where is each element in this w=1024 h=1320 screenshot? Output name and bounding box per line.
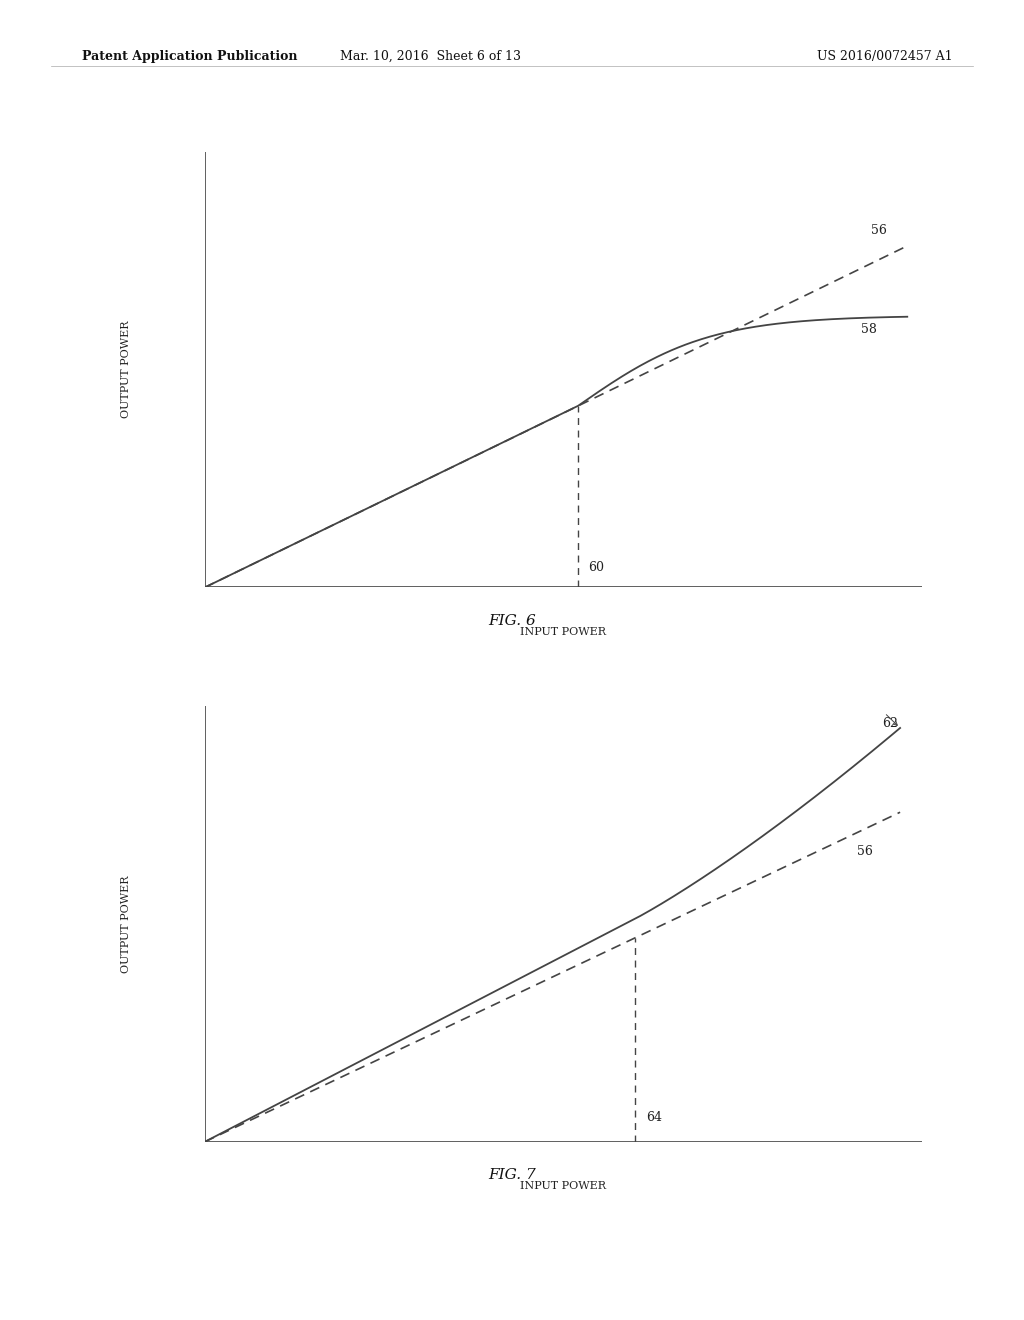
Text: 64: 64 (646, 1111, 662, 1125)
Text: 62: 62 (882, 717, 898, 730)
Text: OUTPUT POWER: OUTPUT POWER (121, 875, 131, 973)
Text: 58: 58 (860, 323, 877, 337)
Text: 56: 56 (871, 224, 888, 238)
Text: INPUT POWER: INPUT POWER (520, 627, 606, 636)
Text: INPUT POWER: INPUT POWER (520, 1181, 606, 1191)
Text: Mar. 10, 2016  Sheet 6 of 13: Mar. 10, 2016 Sheet 6 of 13 (340, 50, 520, 63)
Text: US 2016/0072457 A1: US 2016/0072457 A1 (817, 50, 952, 63)
Text: OUTPUT POWER: OUTPUT POWER (121, 321, 131, 418)
Text: FIG. 6: FIG. 6 (488, 614, 536, 628)
Text: FIG. 7: FIG. 7 (488, 1168, 536, 1183)
Text: Patent Application Publication: Patent Application Publication (82, 50, 297, 63)
Text: 60: 60 (588, 561, 604, 574)
Text: 56: 56 (857, 845, 873, 858)
